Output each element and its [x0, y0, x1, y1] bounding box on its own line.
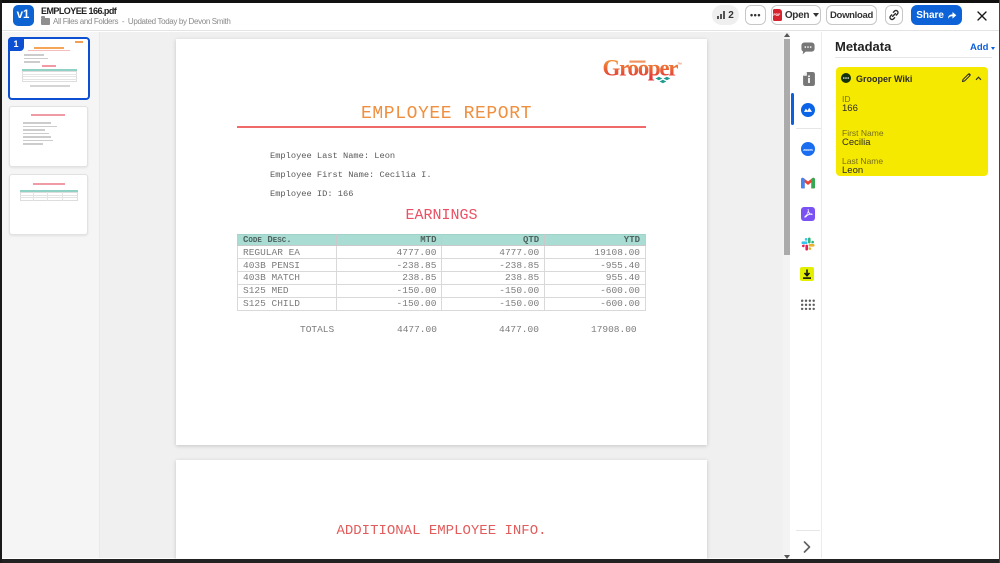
svg-text:Grooper: Grooper — [603, 56, 679, 81]
svg-text:™: ™ — [677, 62, 682, 68]
svg-text:zoom: zoom — [803, 148, 812, 152]
